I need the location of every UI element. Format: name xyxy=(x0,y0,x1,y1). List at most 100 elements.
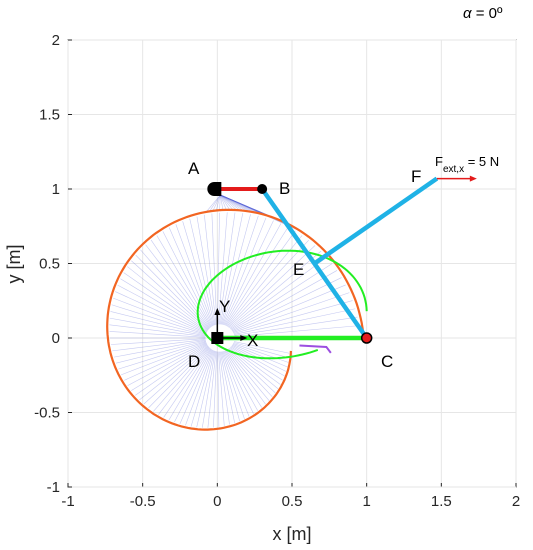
fan-line xyxy=(168,227,213,327)
label-B: B xyxy=(279,179,290,198)
fan-line xyxy=(182,221,214,326)
fan-line xyxy=(220,194,224,211)
fan-line xyxy=(220,214,251,325)
fan-line xyxy=(111,304,207,335)
fan-line xyxy=(219,351,235,424)
purple-segment xyxy=(299,344,332,354)
fan-line xyxy=(220,194,251,212)
fan-line xyxy=(221,215,259,325)
fan-line xyxy=(143,345,209,405)
fan-line xyxy=(232,344,288,368)
fan-line xyxy=(145,244,210,329)
fan-line xyxy=(228,245,316,328)
label-F: F xyxy=(411,167,421,186)
fan-line xyxy=(221,351,245,420)
fan-line xyxy=(162,231,212,327)
fan-line xyxy=(218,351,225,426)
fan-line xyxy=(206,194,221,213)
y-tick-label: 0 xyxy=(52,330,60,347)
fan-line xyxy=(163,348,211,418)
fan-line xyxy=(232,284,346,332)
fan-line xyxy=(217,351,220,427)
fan-line xyxy=(220,194,247,212)
label-Y: Y xyxy=(219,297,230,316)
fan-line xyxy=(220,351,240,422)
grid-lines xyxy=(67,39,517,488)
x-tick-label: -1 xyxy=(61,493,74,510)
tick-labels: -1 -0.5 0 0.5 1 1.5 2 2 1.5 1 0.5 0 -0.5 -1 xyxy=(34,32,520,510)
fan-line xyxy=(158,347,210,415)
x-tick-label: 0.5 xyxy=(282,493,303,510)
x-tick-label: 1 xyxy=(362,493,370,510)
fan-line xyxy=(230,263,333,330)
label-E: E xyxy=(293,260,304,279)
axis-Y-head xyxy=(214,308,221,315)
x-tick-label: 2 xyxy=(512,493,520,510)
label-D: D xyxy=(188,352,200,371)
fan-line xyxy=(112,339,206,352)
label-A: A xyxy=(188,159,200,178)
fan-line xyxy=(218,351,230,425)
fan-line xyxy=(220,194,237,211)
fan-line xyxy=(190,350,214,427)
fan-line xyxy=(220,194,230,210)
fan-line xyxy=(224,350,259,411)
fan-line xyxy=(225,226,289,326)
force-arrow-head xyxy=(469,175,477,182)
fan-line xyxy=(218,212,228,325)
curves-layer xyxy=(106,175,477,431)
fan-line xyxy=(113,339,206,358)
fan-line xyxy=(110,311,206,336)
fan-line xyxy=(109,324,206,337)
y-tick-label: 0.5 xyxy=(39,256,60,273)
fan-line xyxy=(209,194,221,212)
fan-line xyxy=(156,235,212,328)
fan-line xyxy=(225,349,266,405)
fan-line xyxy=(233,292,350,333)
fan-line xyxy=(120,278,208,332)
x-tick-label: 0 xyxy=(213,493,221,510)
fan-line xyxy=(168,348,212,421)
force-label: Fext,x = 5 N xyxy=(435,154,499,175)
x-axis-label: x [m] xyxy=(273,524,312,544)
fan-line xyxy=(110,338,206,345)
fan-line xyxy=(233,342,289,359)
y-tick-label: 1.5 xyxy=(39,107,60,124)
fan-line xyxy=(233,343,289,363)
link-E-F xyxy=(313,176,439,266)
fan-line xyxy=(211,213,218,325)
fan-line xyxy=(189,218,215,326)
fan-line xyxy=(115,340,206,364)
fan-line xyxy=(220,194,258,214)
fan-line xyxy=(220,194,268,216)
fan-line xyxy=(175,224,214,327)
fan-line xyxy=(124,342,207,381)
fan-line xyxy=(213,351,218,428)
fan-line xyxy=(109,317,206,337)
fan-line xyxy=(224,223,282,326)
trace-fan xyxy=(109,194,360,428)
fan-line xyxy=(223,351,254,414)
fan-line xyxy=(234,325,360,337)
alpha-readout: α = 0º xyxy=(463,5,503,22)
fan-line xyxy=(123,272,208,332)
fan-line xyxy=(230,346,283,381)
fan-line xyxy=(212,194,221,211)
fan-line xyxy=(234,316,358,336)
fan-line xyxy=(153,347,210,412)
joint-B xyxy=(257,184,268,194)
joint-C xyxy=(360,332,373,344)
fan-line xyxy=(229,256,327,329)
fan-line xyxy=(185,349,214,426)
fan-line xyxy=(150,239,211,328)
fan-line xyxy=(109,331,206,338)
fan-line xyxy=(229,250,322,329)
x-tick-label: -0.5 xyxy=(130,493,156,510)
y-axis-label: y [m] xyxy=(4,245,24,284)
fan-line xyxy=(219,213,244,325)
fan-line xyxy=(225,350,263,408)
fan-line xyxy=(217,212,220,325)
fan-line xyxy=(131,260,209,331)
fan-line xyxy=(196,350,215,428)
